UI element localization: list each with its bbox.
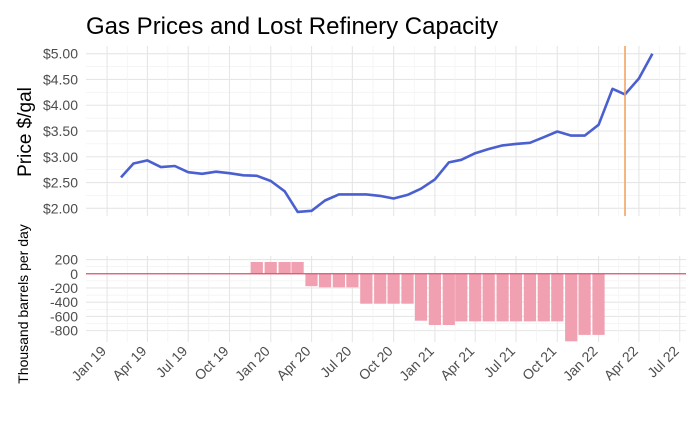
- gas-price-line: [120, 53, 654, 214]
- price-y-tick-label: $2.00: [43, 200, 78, 216]
- price-y-tick-label: $3.00: [43, 149, 78, 165]
- capacity-bar: [578, 273, 591, 335]
- price-gridlines: [86, 46, 686, 216]
- capacity-bar: [442, 273, 455, 325]
- x-tick-label: Jan 19: [68, 343, 109, 384]
- capacity-bar: [360, 273, 373, 304]
- price-panel: $2.00 $2.50 $3.00 $3.50 $4.00 $4.50 $5.00: [43, 46, 686, 217]
- capacity-bars: [250, 262, 605, 342]
- x-tick-label: Oct 20: [355, 343, 396, 384]
- capacity-bar: [305, 273, 318, 287]
- capacity-bar: [318, 273, 332, 288]
- capacity-y-axis-label: Thousand barrels per day: [15, 224, 31, 384]
- x-tick-label: Jul 21: [480, 343, 518, 381]
- price-y-tick-label: $5.00: [43, 46, 78, 62]
- price-y-tick-label: $2.50: [43, 175, 78, 191]
- price-y-tick-labels: $2.00 $2.50 $3.00 $3.50 $4.00 $4.50 $5.00: [43, 46, 78, 217]
- capacity-bar: [565, 273, 578, 342]
- x-tick-label: Jan 21: [396, 343, 437, 384]
- capacity-bar: [264, 262, 277, 274]
- capacity-y-tick-label: -600: [50, 308, 78, 324]
- x-tick-label: Jan 20: [232, 343, 273, 384]
- capacity-y-tick-label: -800: [50, 323, 78, 339]
- capacity-y-tick-label: 0: [70, 266, 78, 282]
- x-tick-label: Oct 19: [191, 343, 232, 384]
- x-tick-label: Apr 20: [273, 343, 314, 384]
- capacity-bar: [332, 273, 345, 288]
- capacity-bar: [428, 273, 441, 325]
- capacity-bar: [523, 273, 536, 322]
- capacity-bar: [592, 273, 605, 335]
- x-axis-tick-labels: Jan 19 Apr 19 Jul 19 Oct 19 Jan 20 Apr 20 Jul …: [68, 343, 682, 384]
- x-tick-label: Jul 22: [644, 343, 682, 381]
- capacity-bar: [496, 273, 509, 322]
- capacity-bar: [250, 262, 263, 274]
- capacity-y-tick-label: -200: [50, 280, 78, 296]
- x-tick-label: Jul 20: [317, 343, 355, 381]
- capacity-y-tick-label: -400: [50, 294, 78, 310]
- x-tick-label: Apr 19: [109, 343, 150, 384]
- capacity-bar: [401, 273, 414, 304]
- capacity-bar: [455, 273, 468, 322]
- x-tick-label: Apr 22: [601, 343, 642, 384]
- x-tick-label: Jul 19: [153, 343, 191, 381]
- price-y-axis-label: Price $/gal: [15, 87, 36, 177]
- capacity-bar: [537, 273, 550, 322]
- capacity-bar: [374, 273, 387, 304]
- capacity-bar: [482, 273, 495, 322]
- x-tick-label: Oct 21: [519, 343, 560, 384]
- capacity-bar: [278, 262, 291, 274]
- x-tick-label: Apr 21: [437, 343, 478, 384]
- chart-title: Gas Prices and Lost Refinery Capacity: [86, 13, 498, 40]
- capacity-bar: [346, 273, 359, 288]
- capacity-bar: [469, 273, 482, 322]
- price-y-tick-label: $4.50: [43, 71, 78, 87]
- price-y-tick-label: $3.50: [43, 123, 78, 139]
- capacity-bar: [291, 262, 304, 274]
- capacity-bar: [387, 273, 400, 304]
- capacity-bar: [551, 273, 564, 322]
- capacity-bar: [509, 273, 523, 322]
- capacity-y-tick-label: 200: [55, 252, 79, 268]
- capacity-bar: [414, 273, 428, 321]
- x-tick-label: Jan 22: [560, 343, 601, 384]
- price-y-tick-label: $4.00: [43, 97, 78, 113]
